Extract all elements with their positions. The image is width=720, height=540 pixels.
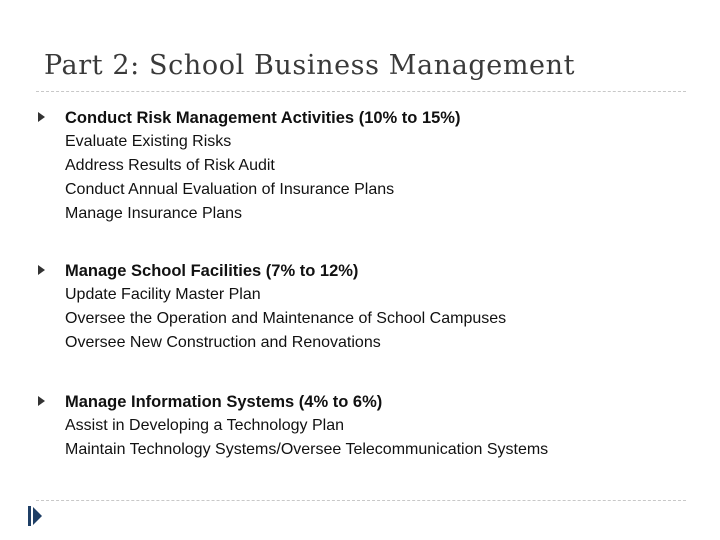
list-item: Conduct Annual Evaluation of Insurance P… <box>65 181 395 198</box>
triangle-bullet-icon <box>38 396 45 406</box>
section-items: Update Facility Master Plan Oversee the … <box>65 283 698 355</box>
section-items: Evaluate Existing Risks Address Results … <box>65 130 698 226</box>
list-item: Address Results of Risk Audit <box>65 157 275 174</box>
list-item: Maintain Technology Systems/Oversee Tele… <box>65 441 549 458</box>
triangle-bullet-icon <box>38 265 45 275</box>
list-item: Evaluate Existing Risks <box>65 133 232 150</box>
section-heading: Manage School Facilities (7% to 12%) <box>65 262 359 280</box>
title-divider <box>36 91 686 92</box>
section-items: Assist in Developing a Technology Plan M… <box>65 414 698 462</box>
section-school-facilities: Manage School Facilities (7% to 12%) Upd… <box>38 259 698 355</box>
section-heading: Manage Information Systems (4% to 6%) <box>65 393 383 411</box>
slide-title: Part 2: School Business Management <box>44 50 576 81</box>
section-risk-management: Conduct Risk Management Activities (10% … <box>38 106 698 226</box>
section-information-systems: Manage Information Systems (4% to 6%) As… <box>38 390 698 462</box>
triangle-bullet-icon <box>38 112 45 122</box>
slide-nav-icon[interactable] <box>28 506 42 526</box>
list-item: Update Facility Master Plan <box>65 286 261 303</box>
list-item: Manage Insurance Plans <box>65 205 242 222</box>
list-item: Oversee the Operation and Maintenance of… <box>65 310 507 327</box>
footer-divider <box>36 500 686 501</box>
list-item: Assist in Developing a Technology Plan <box>65 417 344 434</box>
list-item: Oversee New Construction and Renovations <box>65 334 381 351</box>
section-heading: Conduct Risk Management Activities (10% … <box>65 109 461 127</box>
